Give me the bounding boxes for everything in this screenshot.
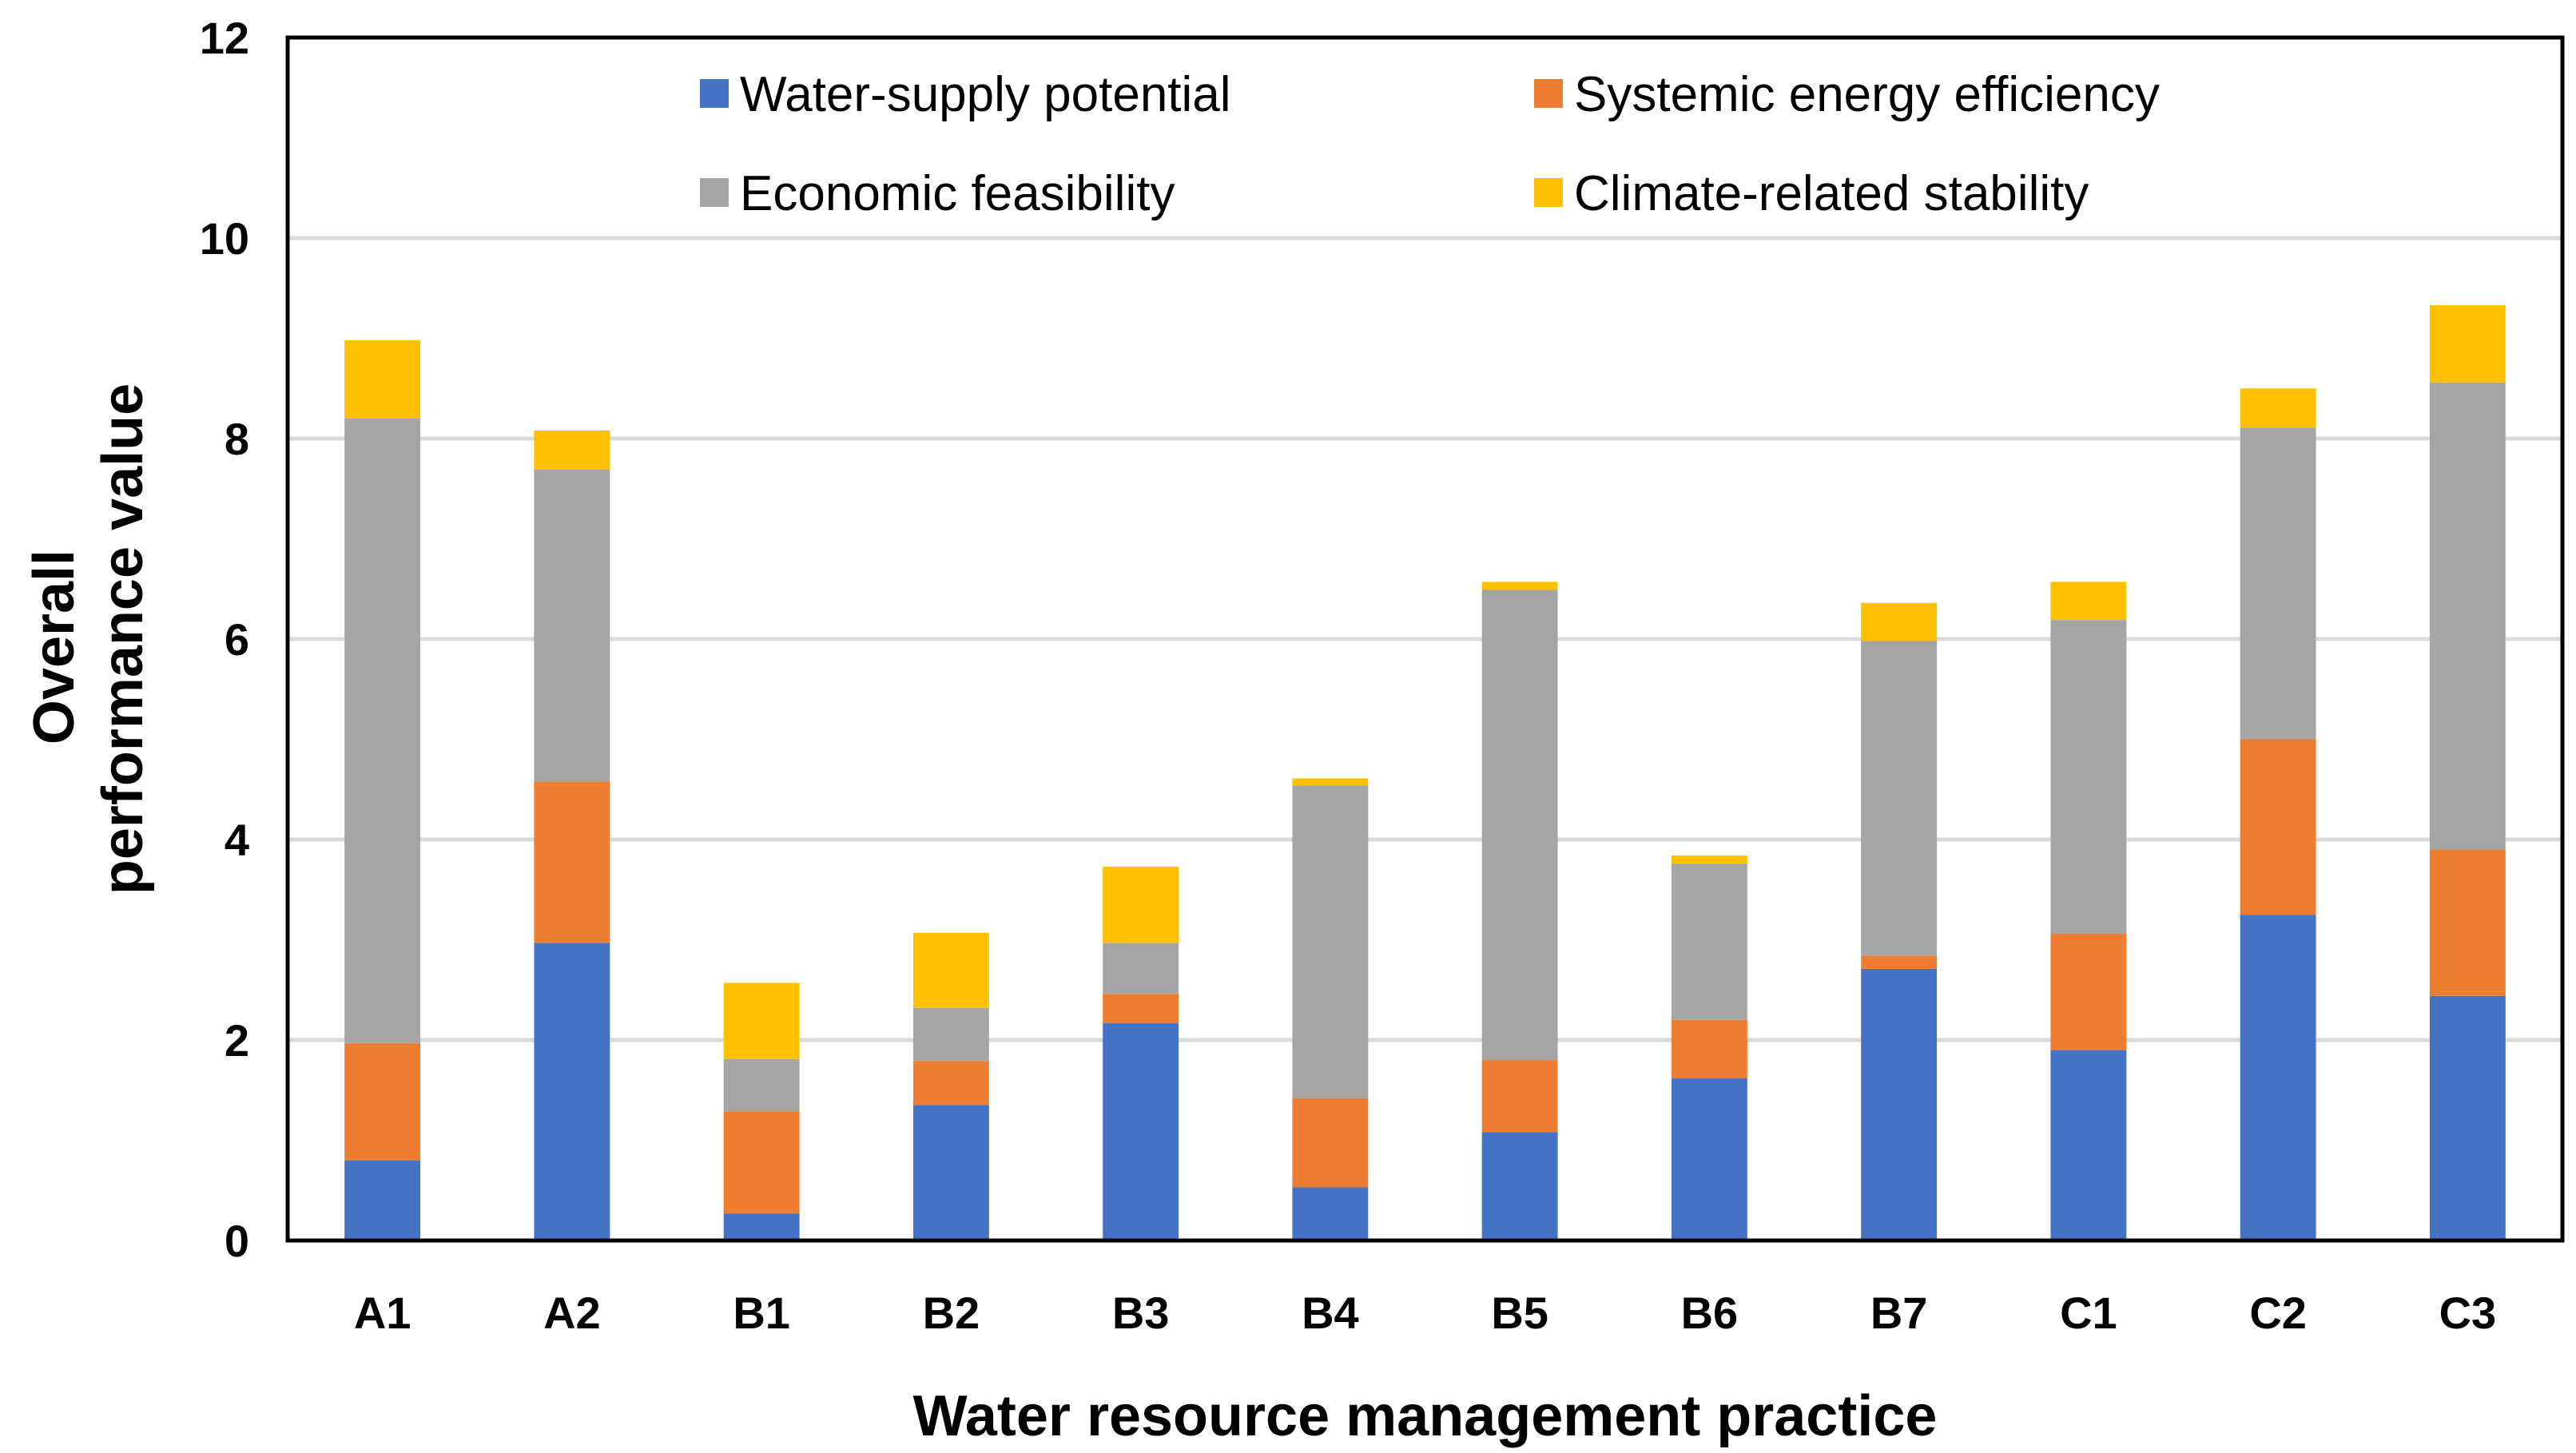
bar-segment-c1-series-4 [2050, 582, 2127, 621]
y-tick-label: 4 [225, 815, 249, 865]
x-tick-label: B1 [733, 1288, 790, 1338]
x-tick-label: B5 [1491, 1288, 1548, 1338]
legend-swatch [700, 79, 729, 108]
x-tick-label: B4 [1302, 1288, 1359, 1338]
bar-segment-b6-series-3 [1671, 863, 1747, 1020]
y-axis-title-line-2: performance value [91, 383, 155, 895]
legend-label: Water-supply potential [740, 67, 1231, 122]
x-axis-title: Water resource management practice [913, 1384, 1938, 1448]
bar-segment-c3-series-1 [2429, 995, 2506, 1241]
bar-segment-b2-series-4 [912, 932, 989, 1008]
y-tick-label: 0 [225, 1216, 249, 1266]
bars [344, 305, 2506, 1241]
bar-segment-b5-series-4 [1481, 582, 1558, 590]
bar-segment-b1-series-4 [723, 983, 800, 1059]
x-tick-label: B3 [1112, 1288, 1170, 1338]
bar-segment-c1-series-1 [2050, 1050, 2127, 1241]
x-tick-label: C2 [2249, 1288, 2307, 1338]
bar-segment-c2-series-3 [2240, 427, 2316, 740]
y-tick-label: 2 [225, 1015, 249, 1066]
legend-label: Systemic energy efficiency [1574, 67, 2160, 122]
y-axis-ticks: 0 2 4 6 8 10 12 [200, 13, 249, 1266]
bar-segment-b3-series-2 [1103, 994, 1179, 1023]
x-tick-label: B2 [923, 1288, 980, 1338]
plot-area-border [285, 35, 2565, 1243]
bar-segment-b7-series-4 [1861, 602, 1938, 641]
bar-segment-b5-series-3 [1481, 590, 1558, 1061]
legend-label: Climate-related stability [1574, 166, 2089, 221]
bar-segment-b1-series-1 [723, 1213, 800, 1241]
bar-segment-a2-series-3 [534, 469, 610, 782]
bar-segment-c3-series-3 [2429, 382, 2506, 850]
y-tick-label: 10 [200, 213, 249, 264]
legend: Water-supply potential Systemic energy ef… [700, 67, 2160, 221]
bar-segment-b1-series-2 [723, 1111, 800, 1214]
bar-segment-b1-series-3 [723, 1058, 800, 1112]
x-tick-label: A2 [543, 1288, 601, 1338]
legend-swatch [1534, 178, 1563, 207]
bar-segment-a1-series-1 [344, 1160, 421, 1241]
bar-segment-b3-series-1 [1103, 1022, 1179, 1241]
bar-segment-a1-series-4 [344, 340, 421, 419]
y-tick-label: 6 [225, 614, 249, 665]
bar-segment-b2-series-3 [912, 1007, 989, 1062]
bar-segment-b5-series-1 [1481, 1132, 1558, 1241]
bar-segment-b3-series-3 [1103, 943, 1179, 994]
bar-segment-c3-series-2 [2429, 849, 2506, 996]
bar-segment-b4-series-4 [1292, 778, 1369, 786]
x-tick-label: A1 [354, 1288, 411, 1338]
bar-segment-a2-series-4 [534, 430, 610, 470]
y-tick-label: 12 [200, 13, 249, 63]
x-tick-label: C3 [2439, 1288, 2497, 1338]
bar-segment-c2-series-1 [2240, 915, 2316, 1241]
bar-segment-b2-series-2 [912, 1061, 989, 1106]
bar-segment-b6-series-1 [1671, 1078, 1747, 1241]
bar-segment-c2-series-4 [2240, 388, 2316, 428]
y-tick-label: 8 [225, 414, 249, 464]
legend-swatch [1534, 79, 1563, 108]
bar-segment-c3-series-4 [2429, 305, 2506, 383]
bar-segment-b4-series-2 [1292, 1098, 1369, 1188]
bar-segment-b3-series-4 [1103, 866, 1179, 943]
bar-segment-a2-series-1 [534, 943, 610, 1241]
bar-segment-b6-series-4 [1671, 856, 1747, 864]
bar-segment-b7-series-1 [1861, 968, 1938, 1241]
y-axis-title-line-1: Overall [22, 550, 86, 744]
x-tick-label: C1 [2060, 1288, 2117, 1338]
bar-segment-c1-series-2 [2050, 933, 2127, 1050]
bar-segment-b7-series-2 [1861, 955, 1938, 969]
x-tick-label: B6 [1681, 1288, 1739, 1338]
bar-segment-a1-series-2 [344, 1042, 421, 1161]
bar-segment-a2-series-2 [534, 781, 610, 943]
legend-label: Economic feasibility [740, 166, 1175, 221]
bar-segment-b4-series-1 [1292, 1187, 1369, 1241]
bar-segment-c2-series-2 [2240, 739, 2316, 915]
bar-segment-b4-series-3 [1292, 785, 1369, 1098]
bar-segment-b2-series-1 [912, 1105, 989, 1241]
legend-swatch [700, 178, 729, 207]
bar-segment-a1-series-3 [344, 418, 421, 1043]
x-tick-label: B7 [1870, 1288, 1928, 1338]
x-axis-ticks: A1 A2 B1 B2 B3 B4 B5 B6 B7 C1 C2 C3 [354, 1288, 2496, 1338]
gridlines [288, 236, 2562, 1042]
bar-segment-b5-series-2 [1481, 1060, 1558, 1133]
bar-segment-b6-series-2 [1671, 1019, 1747, 1078]
bar-segment-b7-series-3 [1861, 641, 1938, 956]
y-axis-title: Overall performance value [22, 383, 155, 895]
bar-segment-c1-series-3 [2050, 620, 2127, 934]
